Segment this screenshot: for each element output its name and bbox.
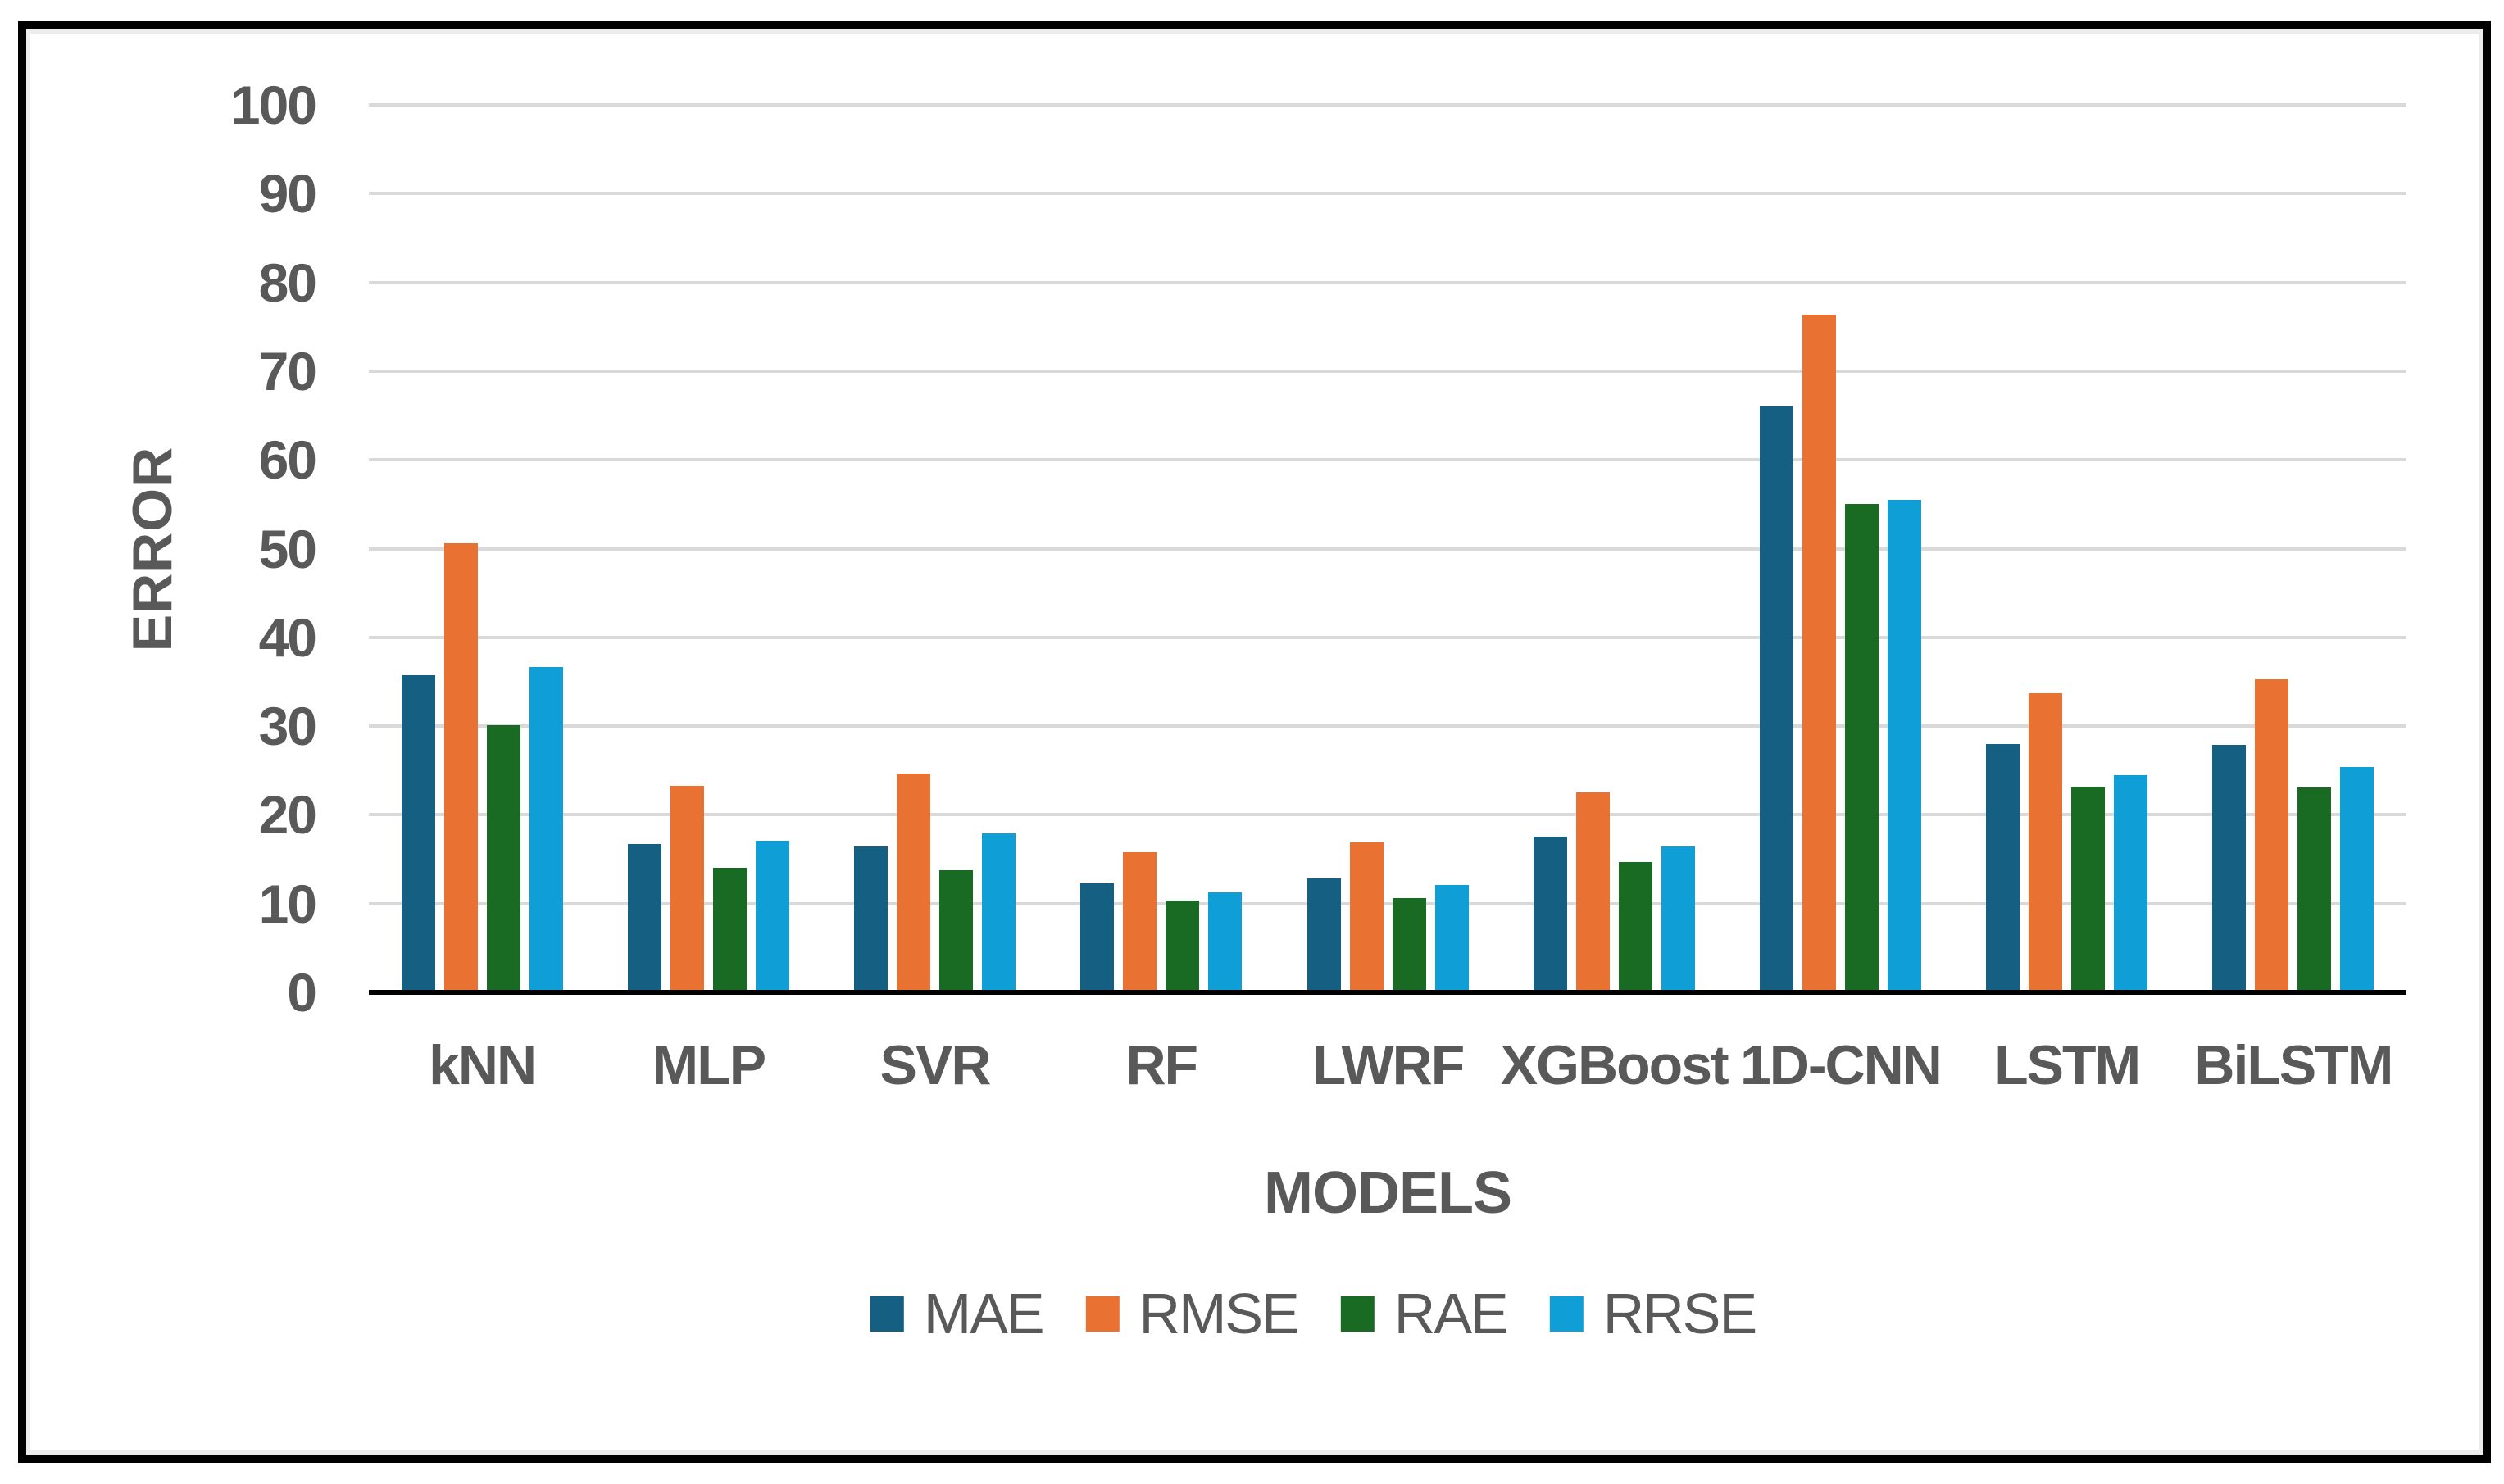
bar-group-XGBoost: [1533, 105, 1695, 992]
bar-RAE-kNN: [486, 725, 520, 992]
y-tick-label-20: 20: [258, 784, 317, 846]
legend-label-RRSE: RRSE: [1602, 1282, 1757, 1346]
bar-MAE-BiLSTM: [2212, 744, 2247, 992]
bar-RAE-LSTM: [2071, 786, 2106, 992]
y-tick-label-10: 10: [258, 873, 317, 934]
bar-RMSE-LSTM: [2029, 693, 2063, 992]
gridline-y-40: [369, 635, 2406, 639]
bar-MAE-kNN: [401, 675, 435, 992]
bar-group-RF: [1080, 105, 1243, 992]
gridline-y-30: [369, 724, 2406, 728]
bar-RAE-LWRF: [1392, 898, 1426, 992]
bar-RRSE-1D-CNN: [1887, 499, 1921, 992]
bar-MAE-1D-CNN: [1759, 406, 1793, 992]
bar-RRSE-LSTM: [2114, 774, 2148, 992]
x-category-label-XGBoost: XGBoost: [1500, 1034, 1729, 1096]
x-category-label-1D-CNN: 1D-CNN: [1739, 1034, 1943, 1096]
bar-group-LWRF: [1307, 105, 1469, 992]
bar-RAE-BiLSTM: [2297, 787, 2332, 992]
gridline-y-20: [369, 813, 2406, 817]
x-category-label-LSTM: LSTM: [1994, 1034, 2141, 1096]
bar-RRSE-SVR: [982, 833, 1016, 992]
gridline-y-80: [369, 280, 2406, 284]
bar-RAE-MLP: [712, 868, 747, 992]
gridline-y-90: [369, 192, 2406, 196]
gridline-y-60: [369, 458, 2406, 462]
y-tick-label-70: 70: [258, 340, 317, 402]
bar-RMSE-RF: [1123, 851, 1157, 992]
bar-group-SVR: [854, 105, 1016, 992]
legend-swatch-RRSE: [1549, 1296, 1584, 1332]
bar-RRSE-kNN: [529, 666, 563, 992]
bar-RMSE-SVR: [897, 773, 931, 992]
y-tick-label-60: 60: [258, 429, 317, 491]
bar-RRSE-BiLSTM: [2340, 766, 2374, 992]
bar-group-MLP: [627, 105, 789, 992]
bar-RAE-1D-CNN: [1844, 504, 1879, 992]
bar-RRSE-MLP: [755, 840, 789, 992]
legend-item-RAE: RAE: [1340, 1282, 1509, 1346]
y-tick-label-100: 100: [229, 75, 317, 135]
x-axis-line: [369, 990, 2406, 995]
legend-label-MAE: MAE: [923, 1282, 1045, 1346]
bar-RMSE-XGBoost: [1575, 792, 1610, 992]
bar-MAE-RF: [1080, 883, 1115, 992]
y-tick-label-30: 30: [258, 696, 317, 757]
y-tick-label-80: 80: [258, 252, 317, 313]
y-tick-label-40: 40: [258, 606, 317, 668]
bar-RMSE-MLP: [670, 785, 704, 992]
bar-RRSE-LWRF: [1434, 884, 1469, 992]
x-category-label-BiLSTM: BiLSTM: [2194, 1034, 2393, 1096]
legend-item-RRSE: RRSE: [1549, 1282, 1757, 1346]
x-axis-title: MODELS: [1263, 1160, 1512, 1226]
y-tick-label-0: 0: [287, 962, 317, 1023]
x-category-label-SVR: SVR: [879, 1034, 992, 1096]
gridline-y-50: [369, 547, 2406, 551]
bar-MAE-LWRF: [1307, 878, 1341, 992]
bar-RMSE-BiLSTM: [2255, 678, 2289, 992]
bar-RMSE-kNN: [443, 543, 478, 992]
legend-label-RAE: RAE: [1393, 1282, 1509, 1346]
gridline-y-70: [369, 369, 2406, 373]
bar-RAE-XGBoost: [1618, 861, 1652, 992]
legend-item-MAE: MAE: [870, 1282, 1045, 1346]
bar-group-BiLSTM: [2212, 105, 2374, 992]
bar-RAE-SVR: [939, 869, 974, 992]
legend-swatch-RMSE: [1085, 1296, 1120, 1332]
bar-MAE-SVR: [854, 846, 888, 992]
bar-RRSE-RF: [1208, 892, 1243, 992]
bar-group-LSTM: [1986, 105, 2148, 992]
bar-RMSE-LWRF: [1349, 842, 1384, 992]
gridline-y-10: [369, 901, 2406, 905]
bar-MAE-XGBoost: [1533, 837, 1567, 992]
y-tick-label-50: 50: [258, 518, 317, 579]
x-category-label-RF: RF: [1125, 1034, 1198, 1096]
bar-MAE-MLP: [627, 844, 661, 992]
legend-swatch-RAE: [1340, 1296, 1375, 1332]
legend-item-RMSE: RMSE: [1085, 1282, 1300, 1346]
legend-swatch-MAE: [870, 1296, 904, 1332]
bar-group-1D-CNN: [1759, 105, 1921, 992]
x-category-label-MLP: MLP: [652, 1034, 767, 1096]
bar-RMSE-1D-CNN: [1802, 314, 1836, 992]
plot-area: [369, 103, 2406, 995]
bar-RAE-RF: [1166, 901, 1200, 992]
x-category-label-LWRF: LWRF: [1311, 1034, 1466, 1096]
bar-MAE-LSTM: [1986, 743, 2020, 992]
x-category-label-kNN: kNN: [429, 1034, 537, 1096]
legend-label-RMSE: RMSE: [1138, 1282, 1300, 1346]
gridline-y-100: [369, 103, 2406, 107]
y-tick-label-90: 90: [258, 163, 317, 225]
bar-group-kNN: [401, 105, 563, 992]
bar-RRSE-XGBoost: [1661, 846, 1695, 992]
legend: MAE RMSE RAE RRSE: [870, 1282, 1757, 1346]
